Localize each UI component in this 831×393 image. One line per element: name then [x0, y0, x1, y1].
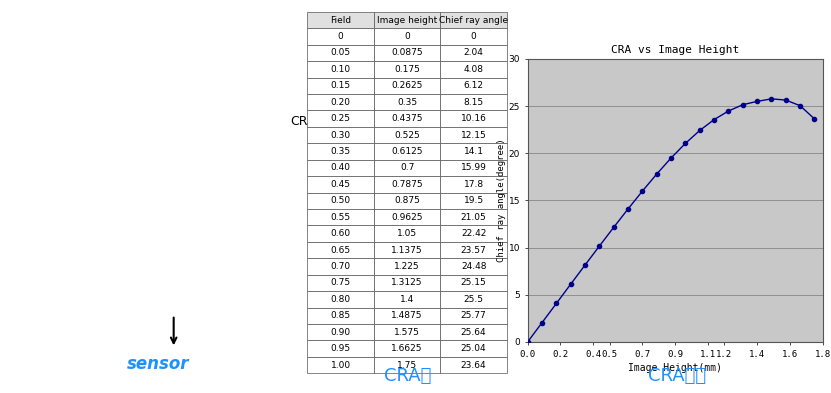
Text: sensor: sensor: [126, 355, 189, 373]
Text: CRA値: CRA値: [383, 367, 431, 385]
Bar: [528, 106, 823, 153]
Title: CRA vs Image Height: CRA vs Image Height: [611, 46, 740, 55]
Text: CRA: CRA: [291, 114, 316, 128]
Bar: [528, 200, 823, 248]
Bar: [528, 153, 823, 200]
X-axis label: Image Height(mm): Image Height(mm): [628, 363, 722, 373]
Bar: [528, 59, 823, 106]
Bar: [528, 295, 823, 342]
Text: CRA曲线: CRA曲线: [648, 367, 706, 385]
Bar: [528, 248, 823, 295]
Y-axis label: Chief ray angle(degree): Chief ray angle(degree): [497, 139, 506, 262]
